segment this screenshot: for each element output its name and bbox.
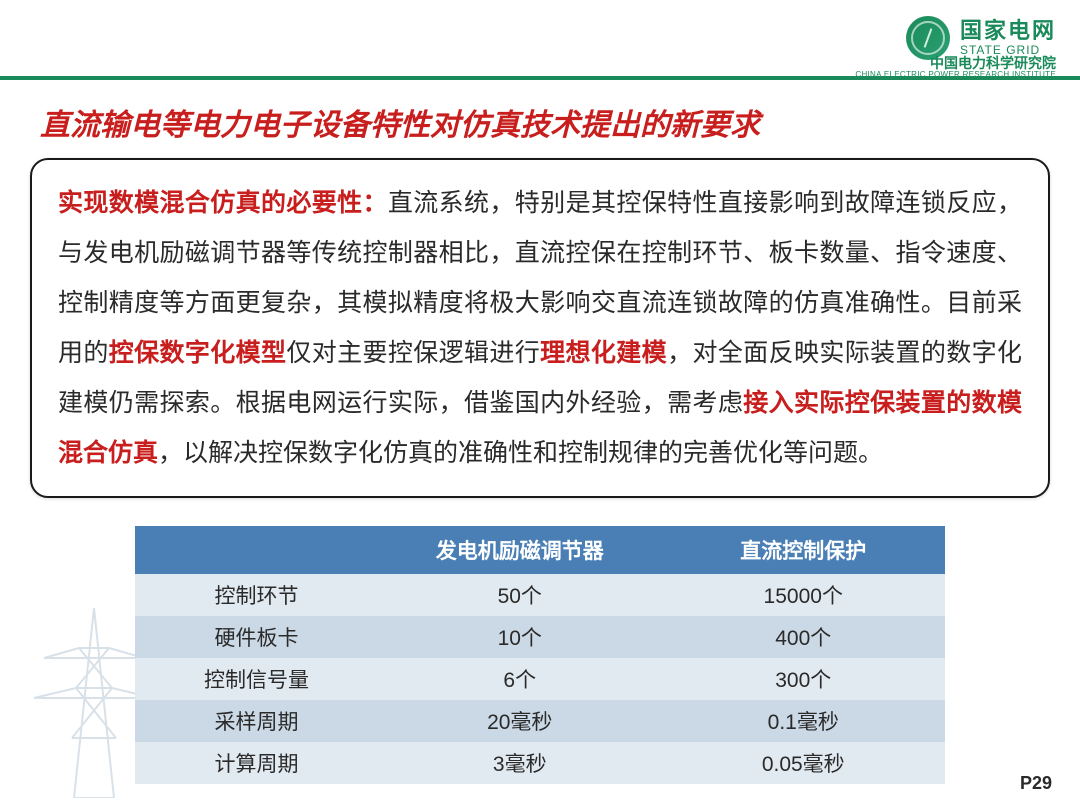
state-grid-logo-icon [906, 16, 950, 60]
comparison-table: 发电机励磁调节器 直流控制保护 控制环节 50个 15000个 硬件板卡 10个… [135, 526, 945, 784]
paragraph-emphasis-1: 实现数模混合仿真的必要性： [58, 189, 388, 217]
table-header-cell [135, 526, 378, 574]
table-cell: 6个 [378, 658, 662, 700]
paragraph-emphasis-5: 理想化建模 [540, 339, 667, 367]
table-row: 采样周期 20毫秒 0.1毫秒 [135, 700, 945, 742]
table-row: 控制信号量 6个 300个 [135, 658, 945, 700]
institute-english: CHINA ELECTRIC POWER RESEARCH INSTITUTE [855, 71, 1056, 80]
paragraph-emphasis-3: 控保数字化模型 [109, 339, 287, 367]
table-cell: 400个 [662, 616, 946, 658]
table-cell: 控制信号量 [135, 658, 378, 700]
institute-chinese: 中国电力科学研究院 [930, 56, 1056, 71]
logo-chinese: 国家电网 [960, 19, 1056, 43]
table-cell: 20毫秒 [378, 700, 662, 742]
paragraph-text-8: ，以解决控保数字化仿真的准确性和控制规律的完善优化等问题。 [158, 439, 883, 467]
table-cell: 0.1毫秒 [662, 700, 946, 742]
table-row: 硬件板卡 10个 400个 [135, 616, 945, 658]
table-header-row: 发电机励磁调节器 直流控制保护 [135, 526, 945, 574]
table-cell: 50个 [378, 574, 662, 616]
table-cell: 3毫秒 [378, 742, 662, 784]
table-row: 计算周期 3毫秒 0.05毫秒 [135, 742, 945, 784]
institute-label: 中国电力科学研究院 CHINA ELECTRIC POWER RESEARCH … [855, 56, 1056, 80]
table-cell: 15000个 [662, 574, 946, 616]
table-cell: 10个 [378, 616, 662, 658]
logo-text: 国家电网 STATE GRID [960, 19, 1056, 56]
table-cell: 计算周期 [135, 742, 378, 784]
main-paragraph-box: 实现数模混合仿真的必要性：直流系统，特别是其控保特性直接影响到故障连锁反应，与发… [30, 158, 1050, 498]
logo-block: 国家电网 STATE GRID [906, 16, 1056, 60]
paragraph-text-4: 仅对主要控保逻辑进行 [286, 339, 540, 367]
header-bar: 国家电网 STATE GRID 中国电力科学研究院 CHINA ELECTRIC… [0, 0, 1080, 80]
table-header-cell: 发电机励磁调节器 [378, 526, 662, 574]
table-cell: 300个 [662, 658, 946, 700]
table-cell: 0.05毫秒 [662, 742, 946, 784]
table-row: 控制环节 50个 15000个 [135, 574, 945, 616]
table-cell: 采样周期 [135, 700, 378, 742]
table-cell: 硬件板卡 [135, 616, 378, 658]
comparison-table-wrap: 发电机励磁调节器 直流控制保护 控制环节 50个 15000个 硬件板卡 10个… [135, 526, 945, 784]
slide-title: 直流输电等电力电子设备特性对仿真技术提出的新要求 [0, 80, 1080, 158]
table-cell: 控制环节 [135, 574, 378, 616]
table-header-cell: 直流控制保护 [662, 526, 946, 574]
page-number: P29 [1020, 773, 1052, 794]
